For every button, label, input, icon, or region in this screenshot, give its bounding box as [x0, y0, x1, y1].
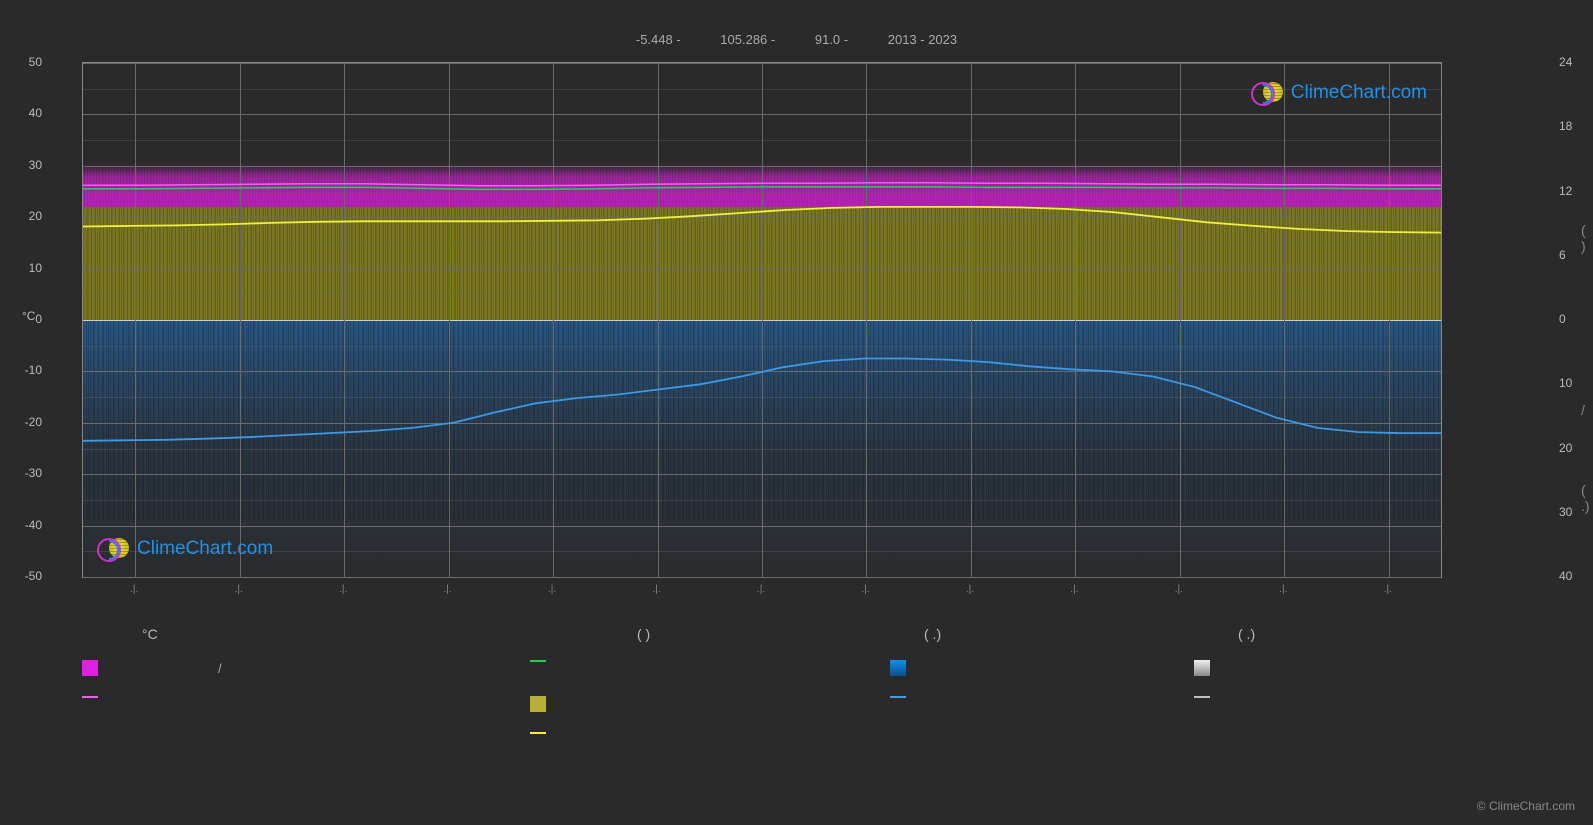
legend-item-magenta: /	[82, 660, 222, 676]
y-tick-right-bottom: 20	[1559, 441, 1572, 455]
y-tick-right-top: 18	[1559, 119, 1572, 133]
legend-item-blue-line	[890, 696, 906, 698]
y-tick-right-top: 12	[1559, 184, 1572, 198]
y-tick-right-top: 0	[1559, 312, 1566, 326]
swatch-blue-line	[890, 696, 906, 698]
x-tick: .|.	[1384, 584, 1392, 595]
logo-icon	[1251, 81, 1285, 105]
y-tick-left: 40	[29, 106, 42, 120]
y-tick-left: -50	[25, 569, 42, 583]
x-tick: .|.	[757, 584, 765, 595]
legend-header-4: ( .)	[1238, 626, 1255, 642]
y-tick-left: -30	[25, 466, 42, 480]
swatch-yellow-box	[530, 696, 546, 712]
legend-item-yellow-box	[530, 696, 546, 712]
y-tick-right-bottom: 10	[1559, 376, 1572, 390]
y-tick-left: -20	[25, 415, 42, 429]
x-tick: .|.	[339, 584, 347, 595]
y-right-brace-label: /	[1581, 402, 1585, 418]
logo-icon	[97, 537, 131, 561]
swatch-magenta	[82, 660, 98, 676]
swatch-grey-box	[1194, 660, 1210, 676]
swatch-green-line	[530, 660, 546, 662]
legend-item-grey-line	[1194, 696, 1210, 698]
logo-text: ClimeChart.com	[1291, 82, 1427, 104]
legend-header-2: ( )	[637, 626, 650, 642]
y-axis-left-label: °C	[22, 309, 35, 323]
y-tick-left: 50	[29, 55, 42, 69]
y-tick-right-bottom: 40	[1559, 569, 1572, 583]
x-tick: .|.	[652, 584, 660, 595]
logo-text: ClimeChart.com	[137, 538, 273, 560]
swatch-blue-box	[890, 660, 906, 676]
x-tick: .|.	[1175, 584, 1183, 595]
x-tick: .|.	[444, 584, 452, 595]
y-tick-left: -40	[25, 518, 42, 532]
legend-label: /	[218, 661, 222, 676]
y-tick-left: 10	[29, 261, 42, 275]
x-tick: .|.	[1279, 584, 1287, 595]
logo-top-right: ClimeChart.com	[1251, 81, 1427, 105]
legend-item-pink-line	[82, 696, 98, 698]
y-right-brace-label: ( .)	[1581, 482, 1590, 514]
swatch-pink-line	[82, 696, 98, 698]
climate-chart-page: -5.448 - 105.286 - 91.0 - 2013 - 2023 °C…	[0, 0, 1593, 825]
chart-area: ClimeChart.com ClimeChart.com	[82, 62, 1442, 578]
y-right-brace-label: ( )	[1581, 222, 1586, 254]
x-tick: .|.	[235, 584, 243, 595]
x-tick: .|.	[548, 584, 556, 595]
y-tick-right-bottom: 30	[1559, 505, 1572, 519]
legend-header-3: ( .)	[924, 626, 941, 642]
logo-bottom-left: ClimeChart.com	[97, 537, 273, 561]
copyright: © ClimeChart.com	[1477, 799, 1575, 813]
legend-item-green-line	[530, 660, 546, 662]
x-tick: .|.	[861, 584, 869, 595]
header-elev: 91.0 -	[815, 32, 848, 47]
x-axis-labels: .|. .|. .|. .|. .|. .|. .|. .|. .|. .|. .|. .|. .|.	[82, 584, 1440, 602]
legend-header-1: °C	[142, 626, 158, 642]
y-tick-left: -10	[25, 363, 42, 377]
legend-item-grey-box	[1194, 660, 1210, 676]
header-lat: -5.448 -	[636, 32, 681, 47]
y-tick-right-top: 24	[1559, 55, 1572, 69]
y-tick-left: 0	[35, 312, 42, 326]
legend-item-blue-box	[890, 660, 906, 676]
chart-header: -5.448 - 105.286 - 91.0 - 2013 - 2023	[0, 32, 1593, 47]
x-tick: .|.	[130, 584, 138, 595]
legend-item-yellow-line	[530, 732, 546, 734]
x-tick: .|.	[1070, 584, 1078, 595]
header-years: 2013 - 2023	[888, 32, 957, 47]
header-lon: 105.286 -	[720, 32, 775, 47]
y-tick-right-top: 6	[1559, 248, 1566, 262]
y-tick-left: 20	[29, 209, 42, 223]
x-tick: .|.	[966, 584, 974, 595]
swatch-grey-line	[1194, 696, 1210, 698]
swatch-yellow-line	[530, 732, 546, 734]
y-tick-left: 30	[29, 158, 42, 172]
